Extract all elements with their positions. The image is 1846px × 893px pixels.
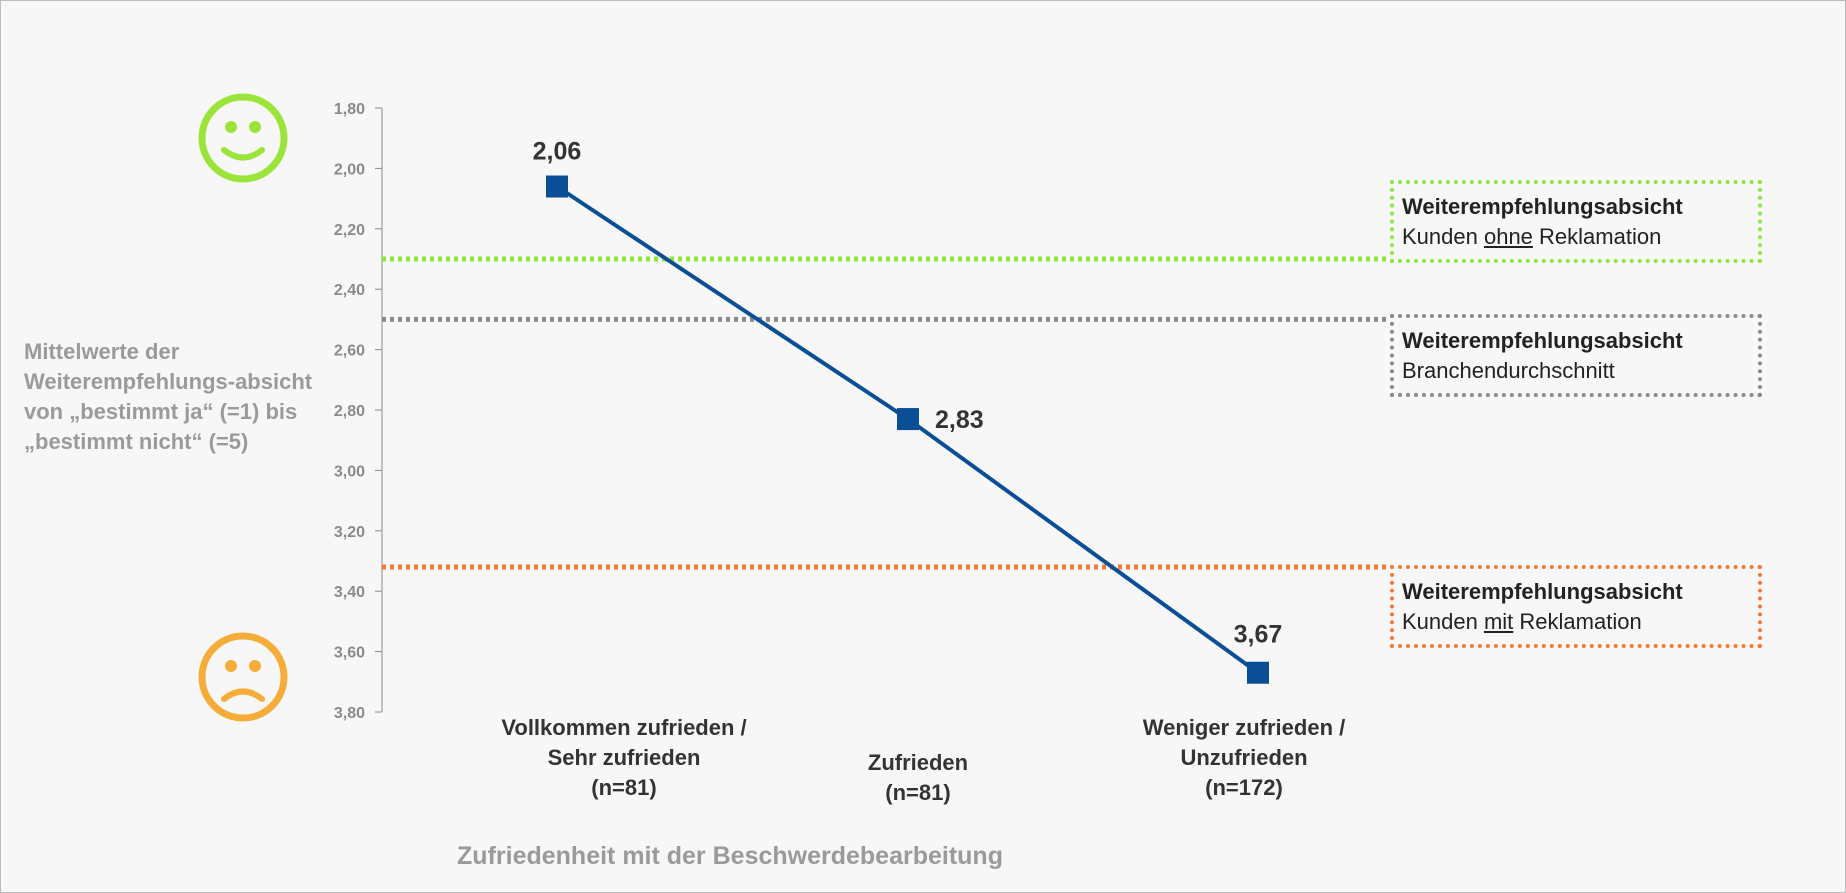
sad-smiley-icon-face xyxy=(198,632,288,722)
happy-smiley-icon-left-eye xyxy=(225,121,237,133)
category-label-0-line-0: Vollkommen zufrieden / xyxy=(501,715,747,740)
happy-smiley-icon xyxy=(198,93,288,183)
y-tick-label-10: 3,80 xyxy=(334,705,365,722)
category-label-2-line-0: Weniger zufrieden / xyxy=(1142,715,1346,740)
y-tick-label-4: 2,60 xyxy=(334,343,365,360)
x-axis-label: Zufriedenheit mit der Beschwerdebearbeit… xyxy=(457,842,1003,870)
reference-box-branche-title: Weiterempfehlungsabsicht xyxy=(1402,328,1683,353)
category-label-1-line-0: Zufrieden xyxy=(867,750,969,775)
reference-box-ohne-post: Reklamation xyxy=(1532,224,1662,249)
reference-box-ohne-title: Weiterempfehlungsabsicht xyxy=(1402,194,1683,219)
y-tick-label-3: 2,40 xyxy=(334,282,365,299)
category-label-1-line-1: (n=81) xyxy=(885,780,951,805)
y-tick-label-7: 3,20 xyxy=(334,524,365,541)
reference-box-branche: Weiterempfehlungsabsicht Branchendurchsc… xyxy=(1390,314,1762,397)
reference-box-ohne-subtitle: Kunden ohne Reklamation xyxy=(1402,222,1758,252)
y-tick-label-5: 2,80 xyxy=(334,403,365,420)
category-label-0: Vollkommen zufrieden / Sehr zufrieden (n… xyxy=(454,713,794,803)
y-tick-label-8: 3,40 xyxy=(334,584,365,601)
reference-box-mit: Weiterempfehlungsabsicht Kunden mit Rekl… xyxy=(1390,565,1762,648)
category-label-0-line-1: Sehr zufrieden xyxy=(547,745,701,770)
reference-box-ohne: Weiterempfehlungsabsicht Kunden ohne Rek… xyxy=(1390,180,1762,263)
sad-smiley-icon-left-eye xyxy=(225,660,237,672)
y-tick-label-6: 3,00 xyxy=(334,463,365,480)
reference-box-ohne-pre: Kunden xyxy=(1402,224,1484,249)
y-tick-label-2: 2,20 xyxy=(334,222,365,239)
category-label-1: Zufrieden (n=81) xyxy=(748,748,1088,808)
reference-box-branche-subtitle: Branchendurchschnitt xyxy=(1402,356,1758,386)
category-label-2-line-1: Unzufrieden xyxy=(1180,745,1308,770)
data-label-0: 2,06 xyxy=(533,138,582,166)
y-tick-label-0: 1,80 xyxy=(334,101,365,118)
category-label-0-line-2: (n=81) xyxy=(591,775,657,800)
happy-smiley-icon-face xyxy=(198,93,288,183)
category-label-2: Weniger zufrieden / Unzufrieden (n=172) xyxy=(1074,713,1414,803)
reference-box-mit-title: Weiterempfehlungsabsicht xyxy=(1402,579,1683,604)
reference-box-mit-underlined: mit xyxy=(1483,609,1514,634)
data-point-1 xyxy=(897,408,919,431)
data-label-2: 3,67 xyxy=(1234,621,1283,649)
y-axis-label: Mittelwerte der Weiterempfehlungs-absich… xyxy=(24,339,313,454)
y-tick-label-9: 3,60 xyxy=(334,645,365,662)
reference-box-mit-post: Reklamation xyxy=(1513,609,1642,634)
happy-smiley-icon-mouth xyxy=(221,147,265,161)
data-label-1: 2,83 xyxy=(935,406,984,434)
reference-box-mit-subtitle: Kunden mit Reklamation xyxy=(1402,607,1758,637)
sad-smiley-icon-mouth xyxy=(221,688,265,702)
y-tick-label-1: 2,00 xyxy=(334,161,365,178)
sad-smiley-icon-right-eye xyxy=(249,660,261,672)
reference-box-ohne-underlined: ohne xyxy=(1483,224,1533,249)
reference-box-mit-pre: Kunden xyxy=(1402,609,1484,634)
data-point-2 xyxy=(1247,661,1269,684)
sad-smiley-icon xyxy=(198,632,288,722)
reference-box-branche-pre: Branchendurchschnitt xyxy=(1402,358,1615,383)
happy-smiley-icon-right-eye xyxy=(249,121,261,133)
category-label-2-line-2: (n=172) xyxy=(1205,775,1283,800)
data-point-0 xyxy=(546,175,568,198)
